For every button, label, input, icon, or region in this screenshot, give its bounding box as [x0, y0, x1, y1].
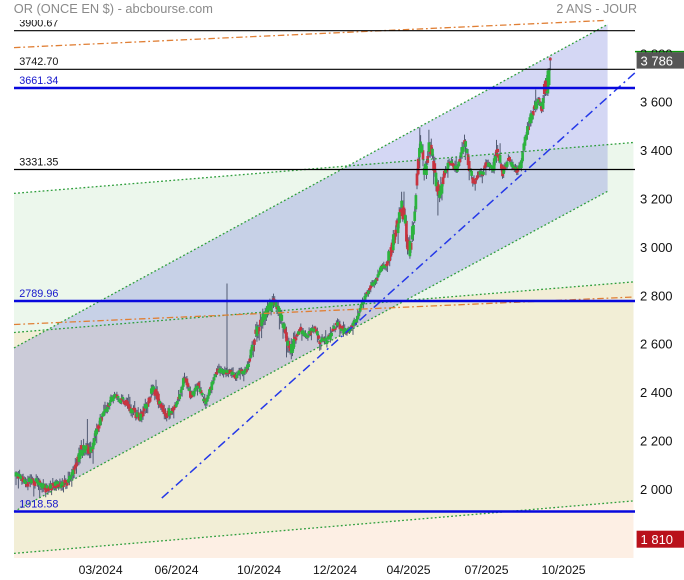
svg-text:12/2024: 12/2024 — [313, 563, 357, 577]
svg-text:3742.70: 3742.70 — [19, 56, 58, 68]
svg-text:2 800: 2 800 — [640, 288, 673, 303]
svg-text:07/2025: 07/2025 — [464, 563, 508, 577]
svg-text:2789.96: 2789.96 — [19, 288, 58, 300]
svg-text:04/2025: 04/2025 — [386, 563, 430, 577]
svg-text:2 000: 2 000 — [640, 482, 673, 497]
svg-text:06/2024: 06/2024 — [154, 563, 198, 577]
svg-text:10/2025: 10/2025 — [541, 563, 585, 577]
svg-text:3 400: 3 400 — [640, 143, 673, 158]
svg-text:3661.34: 3661.34 — [19, 75, 58, 87]
svg-text:3 000: 3 000 — [640, 240, 673, 255]
svg-text:3331.35: 3331.35 — [19, 156, 58, 168]
svg-text:1 810: 1 810 — [641, 532, 674, 547]
svg-text:2 400: 2 400 — [640, 385, 673, 400]
svg-text:03/2024: 03/2024 — [79, 563, 123, 577]
svg-text:2 200: 2 200 — [640, 433, 673, 448]
svg-text:3 200: 3 200 — [640, 192, 673, 207]
svg-text:3 600: 3 600 — [640, 95, 673, 110]
svg-text:3900.67: 3900.67 — [19, 18, 58, 30]
svg-text:10/2024: 10/2024 — [237, 563, 281, 577]
svg-text:2 ANS - JOUR: 2 ANS - JOUR — [556, 2, 637, 16]
svg-text:2 600: 2 600 — [640, 337, 673, 352]
svg-text:OR (ONCE EN $) - abcbourse.com: OR (ONCE EN $) - abcbourse.com — [14, 1, 213, 16]
svg-text:3 786: 3 786 — [641, 54, 674, 69]
svg-text:1918.58: 1918.58 — [19, 498, 58, 510]
